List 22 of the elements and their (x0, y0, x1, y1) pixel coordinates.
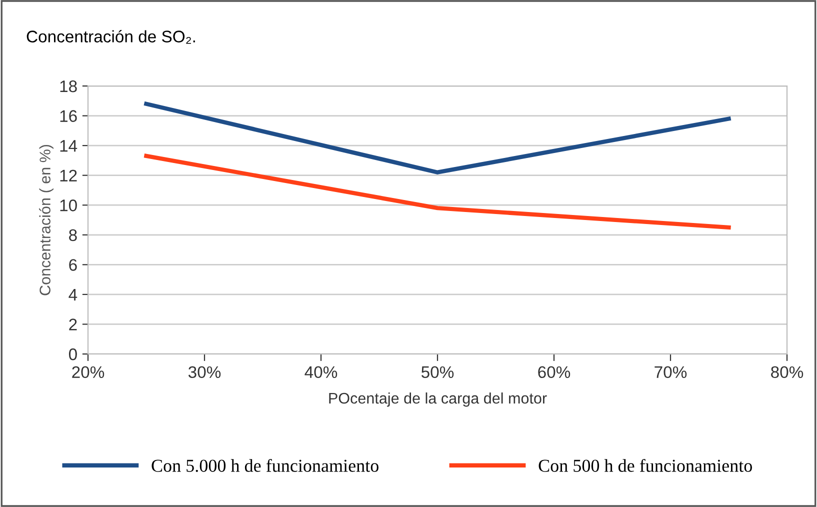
y-tick-label: 10 (60, 200, 77, 212)
x-tick-label: 80% (771, 366, 804, 378)
legend-label: Con 5.000 h de funcionamiento (152, 458, 378, 472)
x-tick-label: 70% (654, 366, 687, 378)
y-tick-label: 0 (68, 348, 77, 360)
chart-title: Concentración de SO₂. (26, 30, 195, 44)
x-axis-title: POcentaje de la carga del motor (329, 392, 547, 407)
y-tick-label: 12 (60, 170, 77, 182)
y-tick-label: 14 (60, 140, 78, 152)
y-tick-label: 2 (69, 318, 77, 330)
x-tick-label: 20% (72, 366, 104, 378)
y-tick-label: 18 (60, 80, 77, 92)
x-tick-label: 30% (188, 366, 221, 378)
y-tick-label: 4 (68, 289, 78, 300)
y-tick-label: 16 (60, 110, 77, 122)
x-tick-label: 60% (538, 366, 570, 378)
y-tick-label: 8 (69, 229, 77, 242)
y-axis-title: Concentración ( en %) (39, 144, 54, 296)
legend-label: Con 500 h de funcionamiento (538, 458, 752, 472)
x-tick-label: 40% (304, 366, 338, 378)
x-tick-label: 50% (421, 366, 454, 378)
y-tick-label: 6 (69, 259, 77, 271)
